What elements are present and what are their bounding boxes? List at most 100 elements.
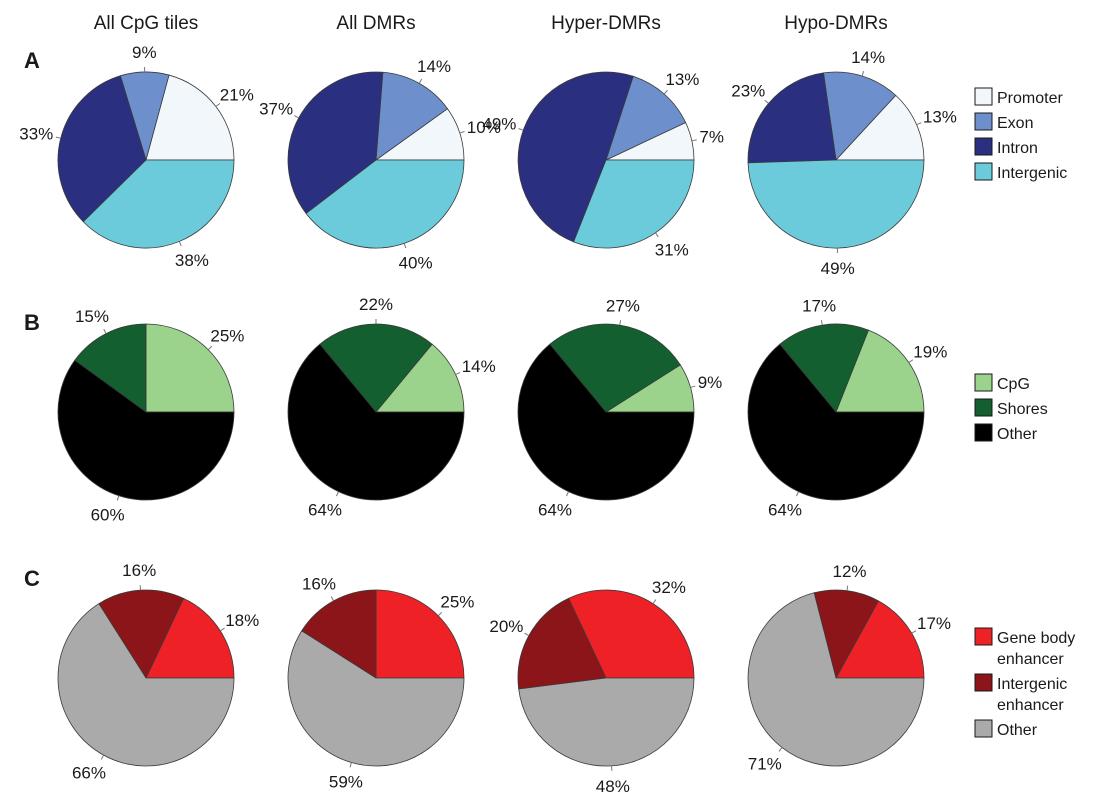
slice-label: 14%	[417, 57, 451, 76]
slice-label: 10%	[467, 118, 501, 137]
legend-swatch	[974, 373, 993, 392]
legend-label: Shores	[997, 401, 1048, 418]
label-leader	[861, 71, 865, 77]
legend-label: enhancer	[997, 651, 1064, 668]
legend-swatch	[974, 112, 993, 131]
legend-swatch	[974, 423, 993, 442]
legend-swatch	[974, 398, 993, 417]
label-leader	[820, 320, 823, 326]
legend-label: Intron	[997, 140, 1038, 157]
legend: CpG Shores Other	[974, 373, 1048, 443]
label-leader	[100, 754, 105, 760]
slice-label: 25%	[440, 593, 474, 612]
pie: 10% 14% 37% 40%	[259, 57, 501, 272]
panel-letter: A	[24, 48, 40, 73]
label-leader	[55, 136, 61, 139]
label-leader	[916, 122, 922, 126]
label-leader	[116, 495, 120, 501]
legend-swatch	[974, 137, 993, 156]
label-leader	[103, 328, 107, 334]
slice-label: 16%	[302, 574, 336, 593]
slice-label: 13%	[923, 108, 957, 127]
legend-label: CpG	[997, 376, 1030, 393]
panel-letter: B	[24, 310, 40, 335]
slice-label: 71%	[748, 754, 782, 773]
pie-slice	[835, 329, 925, 413]
pie-slice	[835, 600, 925, 679]
pie-panels: A 21% 9% 33% 38% 10% 14% 37% 40% 7% 13% 49% 31% 13% 14…	[19, 43, 1075, 792]
pie-slice	[573, 159, 695, 249]
slice-label: 13%	[665, 70, 699, 89]
label-leader	[655, 232, 659, 238]
label-leader	[335, 491, 339, 497]
pie-slice	[517, 597, 607, 690]
label-leader	[911, 630, 917, 634]
pie-slice	[813, 589, 879, 680]
slice-label: 49%	[482, 114, 516, 133]
pie: 25% 16% 59%	[287, 574, 474, 792]
legend-label: Other	[997, 722, 1038, 739]
slice-label: 12%	[832, 562, 866, 581]
slice-label: 19%	[913, 342, 947, 361]
slice-label: 59%	[329, 773, 363, 792]
column-title: Hyper-DMRs	[551, 13, 661, 34]
legend-label: enhancer	[997, 697, 1064, 714]
pie: 21% 9% 33% 38%	[19, 43, 254, 270]
slice-label: 15%	[75, 307, 109, 326]
slice-label: 27%	[606, 296, 640, 315]
pie-slice	[747, 159, 925, 249]
slice-label: 9%	[132, 43, 157, 62]
label-leader	[690, 385, 696, 388]
slice-label: 64%	[538, 501, 572, 520]
column-title: All CpG tiles	[94, 13, 199, 34]
label-leader	[846, 585, 849, 591]
label-leader	[459, 131, 465, 134]
pie: 18% 16% 66%	[57, 561, 259, 783]
label-leader	[764, 99, 769, 104]
label-leader	[330, 596, 335, 602]
label-leader	[778, 747, 783, 752]
legend-swatch	[974, 162, 993, 181]
pie-slice	[145, 597, 235, 679]
label-leader	[524, 632, 530, 637]
slice-label: 22%	[359, 295, 393, 314]
slice-label: 23%	[731, 82, 765, 101]
label-leader	[663, 89, 668, 95]
slice-label: 20%	[489, 617, 523, 636]
pie-slice	[301, 589, 377, 679]
slice-label: 33%	[19, 124, 53, 143]
slice-label: 38%	[175, 251, 209, 270]
legend-label: Intergenic	[997, 676, 1067, 693]
legend: Promoter Exon Intron Intergenic	[974, 87, 1067, 182]
pie-slice	[57, 359, 235, 501]
pie: 32% 20% 48%	[489, 578, 695, 792]
pie-slice	[747, 343, 925, 501]
slice-label: 16%	[122, 561, 156, 580]
label-leader	[518, 128, 524, 131]
pie-slice	[747, 592, 925, 767]
slice-label: 60%	[91, 506, 125, 525]
pie: 25% 15% 60%	[57, 307, 244, 525]
pie-slice	[549, 323, 681, 413]
column-titles: All CpG tiles All DMRs Hyper-DMRs Hypo-D…	[94, 13, 888, 34]
label-leader	[178, 241, 182, 247]
legend-label: Other	[997, 426, 1038, 443]
legend-swatch	[974, 673, 993, 692]
pie: 13% 14% 23% 49%	[731, 48, 957, 278]
slice-label: 40%	[399, 253, 433, 272]
slice-label: 64%	[768, 501, 802, 520]
pie-slice	[779, 323, 869, 413]
slice-label: 64%	[308, 501, 342, 520]
legend-label: Exon	[997, 115, 1033, 132]
column-title: All DMRs	[336, 13, 415, 34]
pie: 7% 13% 49% 31%	[482, 70, 724, 259]
pie-slice	[287, 71, 384, 215]
slice-label: 18%	[225, 611, 259, 630]
legend-label: Gene body	[997, 630, 1075, 647]
pie-slice	[823, 71, 897, 161]
pie-slice	[835, 94, 925, 161]
legend: Gene body enhancer Intergenic enhancer Other	[974, 627, 1075, 739]
pie-slice	[57, 603, 235, 767]
pie-slice	[605, 75, 687, 161]
pie-slice	[747, 72, 837, 164]
